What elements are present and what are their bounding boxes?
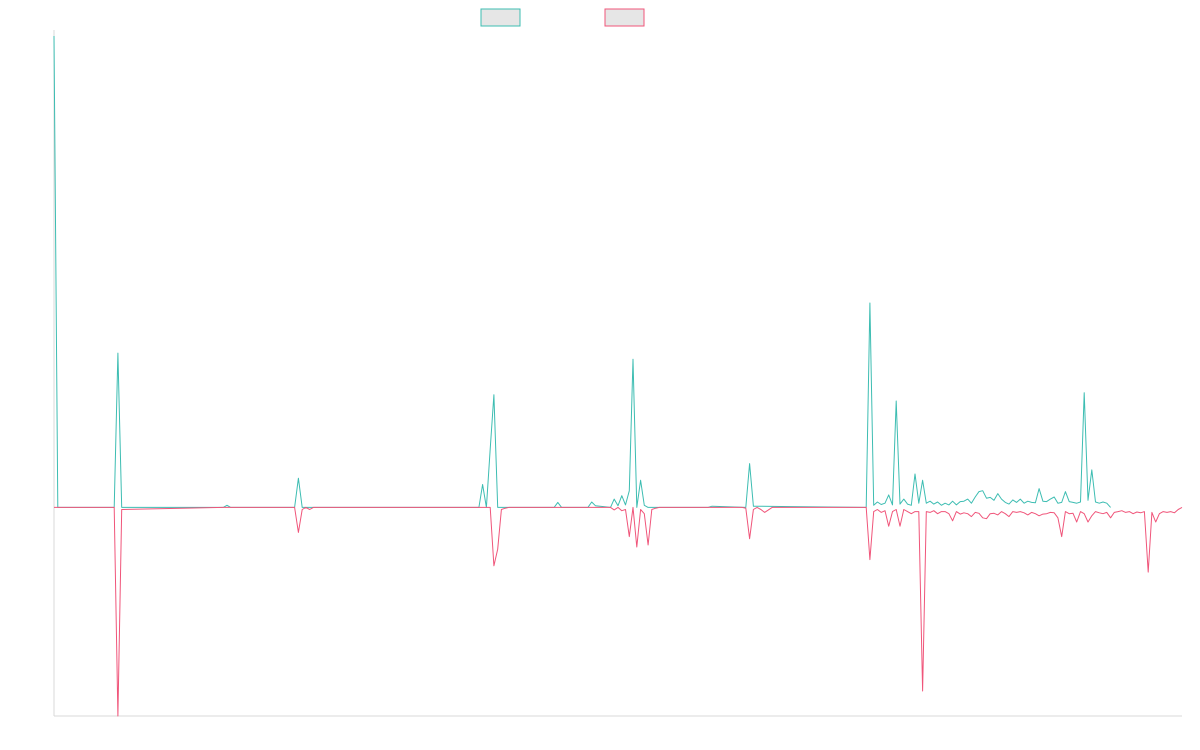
chart-series-layer [53, 35, 1183, 717]
series-b-line [54, 506, 1183, 717]
chart-axes [53, 30, 1182, 717]
legend-swatch-series-a[interactable] [480, 8, 521, 27]
chart-legend [480, 8, 645, 27]
series-a-line [53, 35, 1111, 508]
legend-swatch-series-b[interactable] [604, 8, 645, 27]
